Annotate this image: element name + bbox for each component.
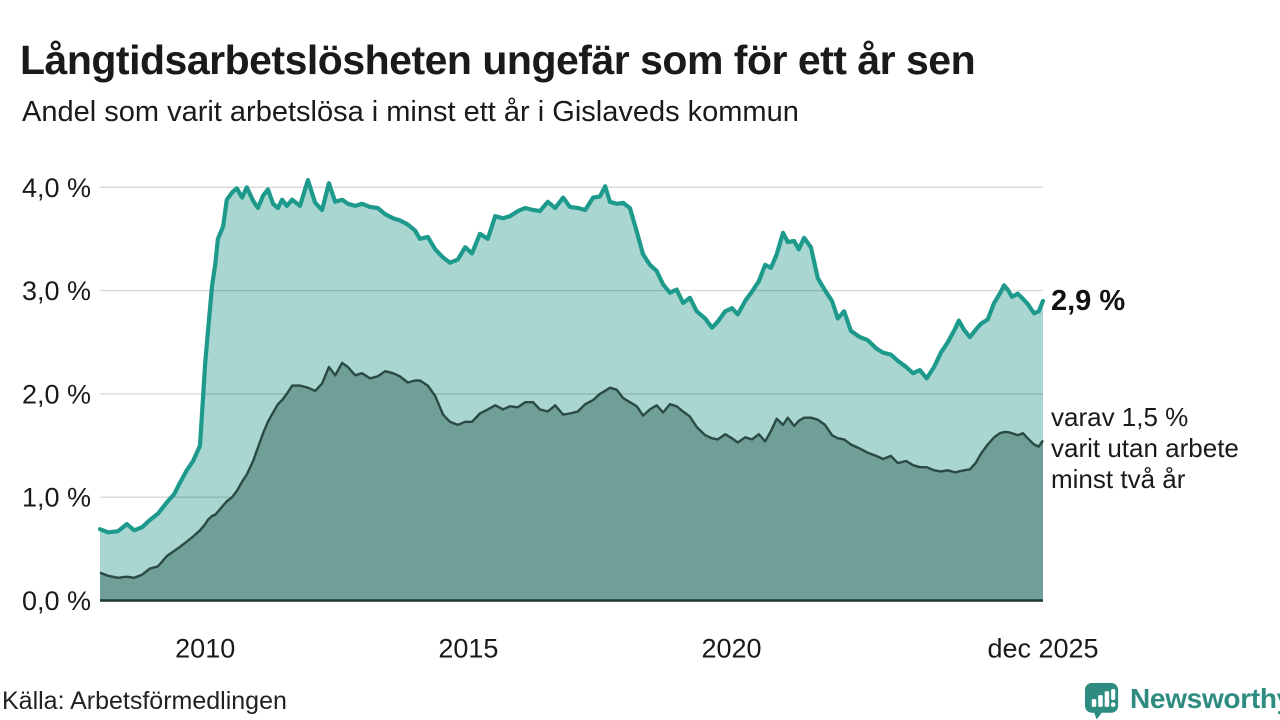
newsworthy-speech-bubble-bar-chart-icon [1084,682,1119,720]
x-tick-label-2010: 2010 [175,634,235,664]
chart-subtitle: Andel som varit arbetslösa i minst ett å… [22,96,799,128]
two-year-annotation-line-2: varit utan arbete [1051,433,1239,463]
newsworthy-logo: Newsworthy [1084,682,1280,720]
y-tick-label-3,0 %: 3,0 % [22,276,91,306]
latest-value-label-one-year: 2,9 % [1051,285,1126,317]
two-year-annotation-line-1: varav 1,5 % [1051,402,1189,432]
source-attribution: Källa: Arbetsförmedlingen [2,687,287,715]
two-year-annotation: varav 1,5 % varit utan arbete minst två … [1051,402,1239,495]
chart-title: Långtidsarbetslösheten ungefär som för e… [20,37,976,84]
x-tick-label-2020: 2020 [701,634,761,664]
x-tick-label-2015: 2015 [438,634,498,664]
y-tick-label-4,0 %: 4,0 % [22,173,91,203]
line-one-year [97,178,1046,535]
line-two-year [99,361,1044,579]
y-tick-label-1,0 %: 1,0 % [22,483,91,513]
y-tick-label-0,0 %: 0,0 % [22,586,91,616]
area-two-year [100,362,1043,601]
newsworthy-logo-text: Newsworthy [1130,683,1280,714]
y-tick-label-2,0 %: 2,0 % [22,379,91,409]
two-year-annotation-line-3: minst två år [1051,464,1186,494]
x-tick-label-dec 2025: dec 2025 [987,634,1098,664]
